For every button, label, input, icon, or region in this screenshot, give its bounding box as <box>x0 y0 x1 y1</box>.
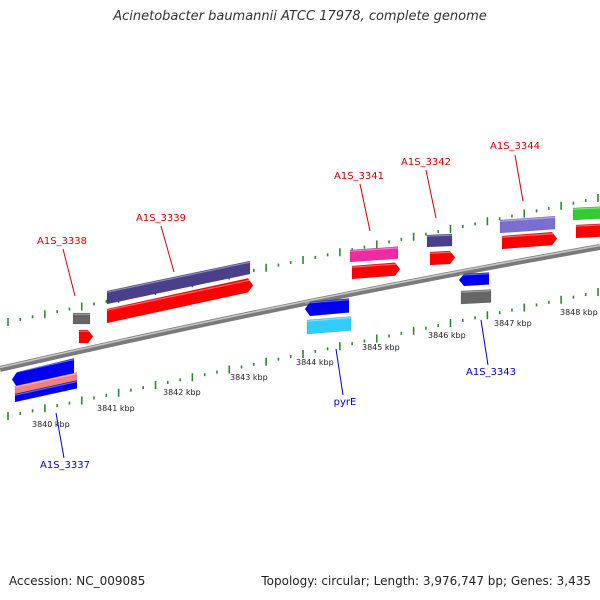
scale-label: 3841 kbp <box>97 404 135 413</box>
gene-bar-A1S_3341-gloss <box>349 247 399 252</box>
scale-label: 3847 kbp <box>494 319 532 328</box>
scale-label: 3842 kbp <box>163 388 201 397</box>
cds-bar-A1S_3337-b[interactable] <box>14 380 78 403</box>
accession-text: Accession: NC_009085 <box>9 574 146 588</box>
genome-summary-text: Topology: circular; Length: 3,976,747 bp… <box>261 574 591 588</box>
cds-bar-A1S_3337-gloss <box>11 358 75 374</box>
gene-bar-A1S_3338[interactable] <box>72 312 91 325</box>
gene-bar-offscreen-gloss <box>572 207 600 210</box>
gene-label-pyrE-leader <box>335 348 344 396</box>
gene-label-A1S_3337[interactable]: A1S_3337 <box>40 460 90 471</box>
cds-bar-A1S_3338[interactable] <box>78 329 94 344</box>
cds-bar-A1S_3337-b-gloss <box>14 380 78 396</box>
gene-bar-pyrE[interactable] <box>306 316 352 335</box>
gene-label-A1S_3344[interactable]: A1S_3344 <box>490 141 540 152</box>
gene-label-A1S_3343-leader <box>480 319 489 366</box>
cds-bar-A1S_3343-gloss <box>458 273 490 276</box>
gene-label-pyrE[interactable]: pyrE <box>334 397 357 408</box>
gene-bar-A1S_3344[interactable] <box>499 215 556 234</box>
gene-label-A1S_3338-leader <box>62 248 76 297</box>
cds-bar-A1S_3344-gloss <box>501 232 558 238</box>
cds-bar-A1S_3341[interactable] <box>351 262 401 280</box>
cds-bar-offscreen[interactable] <box>575 223 600 239</box>
genome-backbone <box>0 244 600 372</box>
cds-bar-A1S_3339-gloss <box>106 278 254 311</box>
gene-bar-A1S_3339-gloss <box>106 261 251 293</box>
gene-label-A1S_3339[interactable]: A1S_3339 <box>136 213 186 224</box>
scale-label: 3840 kbp <box>32 420 70 429</box>
gene-features <box>11 206 600 403</box>
gene-bar-offscreen[interactable] <box>572 206 600 221</box>
bottom-track-ticks <box>7 288 599 420</box>
scale-label: 3843 kbp <box>230 373 268 382</box>
gene-bar-pyrE-gloss <box>306 317 352 322</box>
gene-labels: A1S_3338 A1S_3339 A1S_3341 A1S_3342 A1S_3344… <box>37 141 540 471</box>
gene-bar-A1S_3343[interactable] <box>460 289 492 305</box>
gene-bar-A1S_3344-gloss <box>499 216 556 222</box>
cds-bar-A1S_3339[interactable] <box>106 278 254 324</box>
scale-labels: 3840 kbp 3841 kbp 3842 kbp 3843 kbp 3844 kbp… <box>32 308 598 429</box>
scale-label: 3848 kbp <box>560 308 598 317</box>
cds-bar-A1S_3341-gloss <box>351 263 401 268</box>
cds-bar-offscreen-gloss <box>575 224 600 227</box>
gene-bar-A1S_3342[interactable] <box>426 233 453 248</box>
gene-label-A1S_3339-leader <box>160 225 175 273</box>
gene-label-A1S_3344-leader <box>514 154 524 202</box>
gene-bar-A1S_3341[interactable] <box>349 246 399 263</box>
backbone-line <box>0 244 600 372</box>
gene-label-A1S_3338[interactable]: A1S_3338 <box>37 236 87 247</box>
scale-label: 3846 kbp <box>428 331 466 340</box>
gene-bar-A1S_3343-gloss <box>460 290 492 293</box>
cds-bar-pyrE-gloss <box>304 299 350 304</box>
cds-bar-A1S_3342[interactable] <box>429 250 456 266</box>
cds-bar-A1S_3343[interactable] <box>458 272 490 287</box>
gene-label-A1S_3342[interactable]: A1S_3342 <box>401 157 451 168</box>
gene-bar-A1S_3342-gloss <box>426 234 453 237</box>
backbone-highlight <box>0 244 600 369</box>
gene-label-A1S_3341-leader <box>359 183 371 232</box>
cds-bar-A1S_3342-gloss <box>429 251 456 254</box>
cds-bar-A1S_3344[interactable] <box>501 231 558 250</box>
gene-label-A1S_3342-leader <box>425 169 437 219</box>
gene-label-A1S_3343[interactable]: A1S_3343 <box>466 367 516 378</box>
scale-label: 3845 kbp <box>362 343 400 352</box>
gene-label-A1S_3337-leader <box>55 412 65 459</box>
gene-bar-A1S_3337-gloss <box>14 372 78 388</box>
cds-bar-pyrE[interactable] <box>304 298 350 317</box>
scale-label: 3844 kbp <box>296 358 334 367</box>
gene-label-A1S_3341[interactable]: A1S_3341 <box>334 171 384 182</box>
map-title: Acinetobacter baumannii ATCC 17978, comp… <box>113 9 487 24</box>
gene-bar-A1S_3339[interactable] <box>106 260 251 305</box>
